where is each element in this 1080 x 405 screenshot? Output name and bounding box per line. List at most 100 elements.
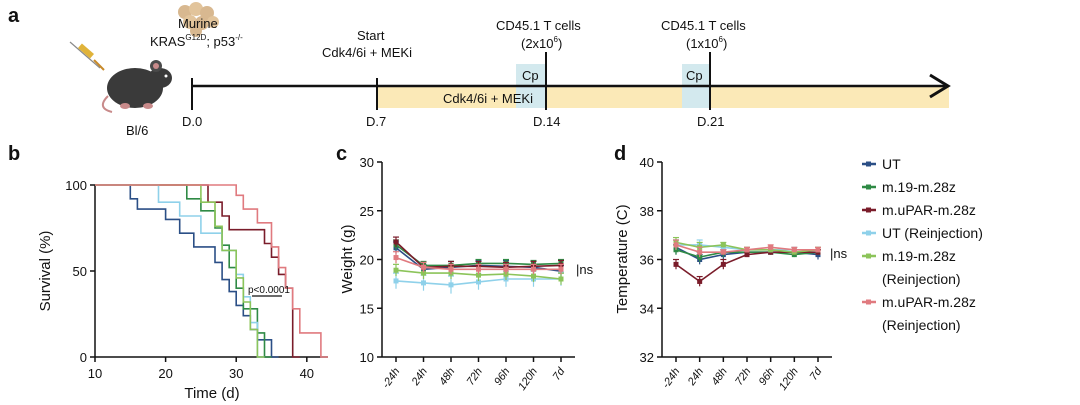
temperature-data-point [673, 261, 679, 267]
weight-data-point [448, 266, 454, 272]
temperature-x-tick-label: 24h [685, 366, 706, 389]
tumor-label-line2: KRASG12D; p53-/- [150, 33, 243, 49]
tcells-dose-1: (2x106) [521, 35, 562, 51]
survival-y-tick-label: 0 [80, 350, 87, 365]
weight-data-point [393, 255, 399, 261]
weight-y-label: Weight (g) [339, 225, 356, 294]
temperature-y-label: Temperature (C) [614, 204, 631, 313]
survival-x-tick-label: 10 [88, 366, 102, 381]
temperature-data-point [720, 261, 726, 267]
temperature-ns-annotation: |ns [830, 246, 848, 261]
weight-x-tick-label: 7d [551, 365, 568, 383]
legend-marker-5 [866, 299, 871, 305]
legend-label-5-line2: (Reinjection) [882, 317, 961, 333]
survival-series-line-3 [95, 184, 265, 358]
weight-chart: 10 15 20 25 30 -24h 24h 48h 72h 96h 120h 7d Weight … [339, 155, 594, 393]
tcells-dose-2: (1x106) [686, 35, 727, 51]
weight-x-tick-label: 120h [516, 366, 540, 393]
survival-series-line-2 [95, 184, 300, 358]
survival-x-tick-label: 20 [158, 366, 172, 381]
weight-data-point [448, 282, 454, 288]
legend-label-5: m.uPAR-m.28z [882, 294, 976, 310]
legend-label-3: UT (Reinjection) [882, 225, 983, 241]
survival-series-line-0 [95, 184, 279, 358]
survival-y-tick-label: 50 [73, 264, 87, 279]
weight-data-point [476, 266, 481, 272]
tumor-label-line1: Murine [178, 16, 218, 31]
legend: UT m.19-m.28z m.uPAR-m.28z UT (Reinjection)… [862, 156, 983, 333]
weight-data-point [558, 266, 564, 272]
pvalue-annotation: p<0.0001 [248, 285, 290, 296]
weight-y-tick-label: 25 [360, 204, 374, 219]
temperature-data-point [744, 247, 750, 253]
tumor-cells-icon [178, 2, 219, 37]
legend-marker-0 [866, 161, 871, 167]
tcells-label-1: CD45.1 T cells [496, 18, 581, 33]
mouse-icon [101, 60, 172, 113]
temperature-chart: 32 34 36 38 40 -24h 24h 48h 72h 96h 120h 7d Tempera… [614, 155, 848, 393]
mouse-strain-label: Bl/6 [126, 123, 148, 138]
weight-data-point [393, 267, 399, 273]
weight-data-point [503, 266, 509, 272]
weight-y-tick-label: 10 [360, 350, 374, 365]
weight-data-point [531, 266, 536, 272]
survival-x-tick-label: 30 [229, 366, 243, 381]
panel-label-b: b [8, 143, 20, 165]
survival-x-tick-label: 40 [300, 366, 314, 381]
panel-label-d: d [614, 143, 626, 165]
weight-data-point [476, 272, 481, 278]
temperature-data-point [697, 278, 703, 284]
temperature-x-tick-label: 120h [777, 366, 801, 393]
temperature-data-point [744, 252, 750, 258]
weight-data-point [421, 270, 426, 276]
temperature-data-point [720, 249, 726, 255]
weight-data-point [558, 276, 564, 282]
survival-y-tick-label: 100 [65, 178, 87, 193]
legend-marker-1 [866, 184, 871, 190]
temperature-data-point [673, 242, 679, 248]
legend-marker-3 [866, 230, 871, 236]
tcells-label-2: CD45.1 T cells [661, 18, 746, 33]
weight-data-point [393, 278, 399, 284]
cp-label-1: Cp [522, 68, 539, 83]
legend-label-1: m.19-m.28z [882, 179, 956, 195]
weight-x-tick-label: 96h [492, 366, 512, 388]
day-label-14: D.14 [533, 114, 560, 129]
temperature-data-point [768, 244, 774, 250]
weight-data-point [476, 279, 481, 285]
weight-data-point [531, 273, 536, 279]
temperature-x-tick-label: 48h [709, 366, 729, 388]
temperature-data-point [697, 249, 703, 255]
legend-marker-2 [866, 207, 871, 213]
panel-label-a: a [8, 5, 20, 27]
day-label-0: D.0 [182, 114, 202, 129]
temperature-x-tick-label: 96h [757, 366, 777, 388]
weight-x-tick-label: 24h [409, 366, 430, 389]
survival-x-label: Time (d) [184, 385, 239, 402]
legend-label-4-line2: (Reinjection) [882, 271, 961, 287]
temperature-y-tick-label: 36 [640, 253, 654, 268]
start-label: Start [357, 28, 385, 43]
survival-y-label: Survival (%) [37, 231, 54, 312]
legend-label-2: m.uPAR-m.28z [882, 202, 976, 218]
survival-series-line-4 [95, 184, 265, 358]
day-label-21: D.21 [697, 114, 724, 129]
temperature-data-point [815, 247, 821, 253]
day-label-7: D.7 [366, 114, 386, 129]
weight-data-point [421, 280, 426, 286]
survival-series-line-5 [95, 184, 328, 358]
temperature-x-tick-label: -24h [660, 366, 682, 391]
survival-chart: 0 50 100 10 20 30 40 Survival (%) Time (d) p<0… [37, 178, 328, 402]
temperature-x-tick-label: 7d [808, 365, 825, 383]
legend-marker-4 [866, 253, 871, 259]
weight-data-point [421, 264, 426, 270]
temperature-y-tick-label: 38 [640, 204, 654, 219]
survival-series-line-1 [95, 184, 272, 358]
weight-x-tick-label: 72h [465, 366, 485, 388]
weight-x-tick-label: -24h [380, 366, 402, 391]
panel-label-c: c [336, 143, 347, 165]
temperature-y-tick-label: 40 [640, 155, 654, 170]
treatment-bar-label: Cdk4/6i + MEKi [443, 91, 533, 106]
legend-label-4: m.19-m.28z [882, 248, 956, 264]
